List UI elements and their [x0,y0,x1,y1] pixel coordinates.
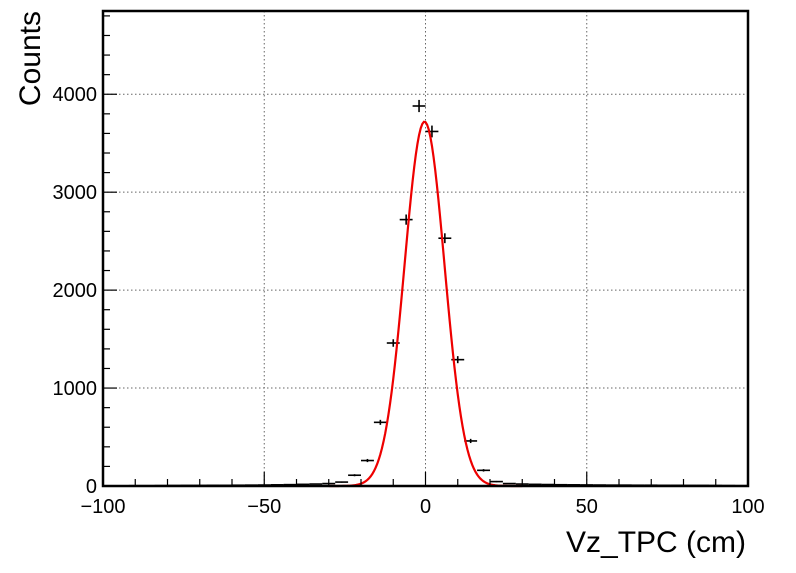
y-axis-title: Counts [14,11,47,106]
histogram-point [477,469,490,472]
x-tick-label: 0 [420,496,431,518]
histogram-point [348,474,361,477]
grid-lines [103,11,748,486]
x-tick-label: −100 [80,496,125,518]
x-axis-title: Vz_TPC (cm) [566,526,746,559]
histogram-point [361,458,374,463]
histogram-point [528,483,542,486]
x-tick-label: 100 [731,496,764,518]
y-tick-label: 1000 [53,378,98,400]
y-tick-label: 0 [86,476,97,498]
y-tick-label: 3000 [53,182,98,204]
histogram-point [412,99,426,113]
histogram-point [490,480,503,483]
histogram-point [335,481,349,483]
histogram-point [502,482,516,485]
x-tick-label: −50 [247,496,281,518]
histogram-point [399,214,413,225]
histogram-point [425,125,439,138]
plot-frame [101,9,750,488]
histogram-point [309,483,323,485]
histogram-point [438,233,452,244]
x-tick-label: 50 [576,496,598,518]
histogram-point [296,483,310,486]
y-tick-label: 2000 [53,280,98,302]
histogram-point [373,419,387,425]
axis-ticks [102,15,749,487]
y-tick-label: 4000 [53,84,98,106]
